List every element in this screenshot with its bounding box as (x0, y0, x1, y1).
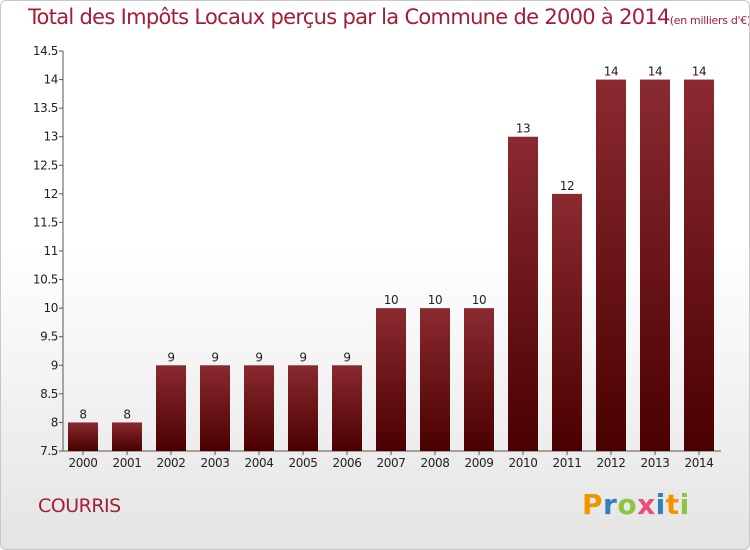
commune-name: COURRIS (38, 495, 121, 517)
proxiti-logo: Proxiti (582, 488, 690, 521)
x-tick-label-2005: 2005 (289, 456, 318, 470)
x-tick-label-2008: 2008 (421, 456, 450, 470)
data-label-2000: 8 (79, 407, 86, 421)
x-tick-label-2013: 2013 (641, 456, 670, 470)
bar-2010 (508, 136, 538, 451)
y-tick-label: 12.5 (33, 158, 58, 172)
y-tick-label: 10 (44, 301, 58, 315)
bar-2011 (552, 193, 582, 451)
data-label-2006: 9 (343, 350, 350, 364)
bar-2007 (376, 308, 406, 451)
data-label-2012: 14 (604, 65, 618, 79)
bar-2005 (288, 365, 318, 451)
y-tick-label: 11 (44, 244, 58, 258)
y-tick-label: 14.5 (33, 44, 58, 58)
bar-2000 (68, 422, 98, 451)
data-label-2002: 9 (167, 350, 174, 364)
x-tick-label-2000: 2000 (69, 456, 98, 470)
y-tick-label: 10.5 (33, 273, 58, 287)
data-labels-group: 8 8 9 9 9 9 9 10 10 10 13 12 14 14 14 (79, 65, 706, 422)
x-tick-label-2012: 2012 (597, 456, 626, 470)
x-tick-label-2010: 2010 (509, 456, 538, 470)
x-tick-label-2011: 2011 (553, 456, 582, 470)
y-tick-label: 8.5 (40, 387, 58, 401)
y-tick-label: 9 (51, 358, 58, 372)
data-label-2001: 8 (123, 407, 130, 421)
x-tick-label-2003: 2003 (201, 456, 230, 470)
bar-2004 (244, 365, 274, 451)
bar-2009 (464, 308, 494, 451)
x-tick-label-2009: 2009 (465, 456, 494, 470)
logo-letter: t (665, 488, 680, 521)
bars-group (68, 79, 714, 452)
chart-unit-note: (en milliers d'€) (669, 14, 750, 27)
data-label-2010: 13 (516, 122, 530, 136)
y-tick-label: 13.5 (33, 101, 58, 115)
chart-title: Total des Impôts Locaux perçus par la Co… (28, 5, 750, 29)
logo-letter: P (582, 488, 604, 521)
x-tick-label-2001: 2001 (113, 456, 142, 470)
logo-letter: r (603, 488, 618, 521)
x-tick-label-2002: 2002 (157, 456, 186, 470)
y-tick-label: 13 (44, 130, 58, 144)
data-label-2007: 10 (384, 293, 398, 307)
chart-title-main: Total des Impôts Locaux perçus par la Co… (28, 5, 670, 29)
logo-letter: i (679, 488, 690, 521)
bar-2001 (112, 422, 142, 451)
bar-2006 (332, 365, 362, 451)
y-tick-label: 9.5 (40, 330, 58, 344)
data-label-2013: 14 (648, 65, 662, 79)
x-tick-label-2007: 2007 (377, 456, 406, 470)
bar-2008 (420, 308, 450, 451)
bar-2012 (596, 79, 626, 452)
data-label-2004: 9 (255, 350, 262, 364)
data-label-2008: 10 (428, 293, 442, 307)
y-tick-label: 7.5 (40, 444, 58, 458)
data-label-2009: 10 (472, 293, 486, 307)
data-label-2014: 14 (692, 65, 706, 79)
axes: 7.5 8 8.5 9 9.5 10 10.5 11 11.5 12 12.5 13 13.5 14 14.… (33, 44, 721, 470)
x-tick-label-2006: 2006 (333, 456, 362, 470)
data-label-2011: 12 (560, 179, 574, 193)
logo-letter: i (655, 488, 666, 521)
bar-2002 (156, 365, 186, 451)
y-tick-label: 11.5 (33, 215, 58, 229)
logo-letter: o (617, 488, 638, 521)
y-tick-label: 14 (44, 73, 58, 87)
data-label-2005: 9 (299, 350, 306, 364)
x-tick-label-2004: 2004 (245, 456, 274, 470)
data-label-2003: 9 (211, 350, 218, 364)
bar-2014 (684, 79, 714, 452)
logo-letter: x (637, 488, 656, 521)
x-tick-label-2014: 2014 (685, 456, 714, 470)
bar-2003 (200, 365, 230, 451)
y-tick-label: 8 (51, 415, 58, 429)
bar-2013 (640, 79, 670, 452)
y-tick-label: 12 (44, 187, 58, 201)
